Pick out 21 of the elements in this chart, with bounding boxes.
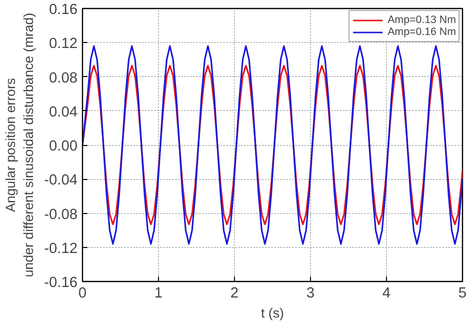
x-tick-label: 0 <box>78 286 87 302</box>
x-axis-title: t (s) <box>261 306 284 320</box>
y-tick-label: -0.08 <box>44 206 78 223</box>
y-axis-title: Angular position errors under different sinusoidal disturbance (mrad) <box>3 12 36 278</box>
line-series <box>82 45 462 245</box>
y-tick-label: 0.00 <box>48 138 78 154</box>
line-series <box>82 64 462 226</box>
x-tick-label: 2 <box>230 286 239 302</box>
y-tick-label: 0.16 <box>48 2 78 18</box>
legend-label: Amp=0.16 Nm <box>388 26 456 38</box>
y-tick-label: -0.12 <box>44 240 78 257</box>
y-tick-label: -0.04 <box>44 172 78 189</box>
y-tick-label: 0.04 <box>48 104 78 120</box>
y-tick-label: 0.08 <box>48 70 78 86</box>
y-tick-label: 0.12 <box>48 36 78 52</box>
x-tick-label: 1 <box>154 286 163 302</box>
x-tick-label: 3 <box>306 286 315 302</box>
x-tick-label: 5 <box>458 286 467 302</box>
legend-label: Amp=0.13 Nm <box>388 14 456 26</box>
y-tick-label: -0.16 <box>44 275 78 291</box>
x-tick-label: 4 <box>382 286 391 302</box>
